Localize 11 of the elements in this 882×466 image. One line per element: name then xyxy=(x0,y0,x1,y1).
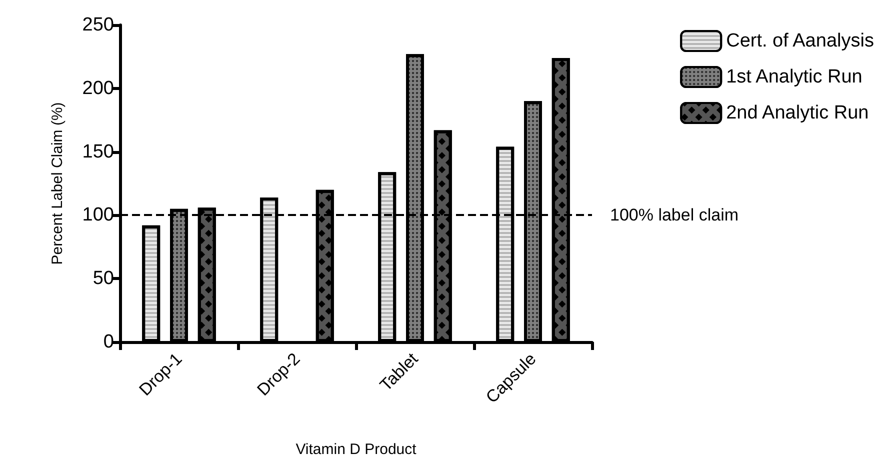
y-tick-label: 100 xyxy=(82,204,114,226)
y-tick-label: 150 xyxy=(82,141,114,162)
y-tick-label: 50 xyxy=(92,268,114,290)
x-axis-title: Vitamin D Product xyxy=(296,441,418,458)
legend-label: Cert. of Aanalysis xyxy=(726,30,874,52)
y-tick-label: 200 xyxy=(82,78,114,99)
legend-label: 2nd Analytic Run xyxy=(726,102,869,124)
legend-label: 1st Analytic Run xyxy=(726,66,862,88)
ref-line-label: 100% label claim xyxy=(610,206,739,225)
y-axis-title: Percent Label Claim (%) xyxy=(49,102,66,265)
y-tick-label: 250 xyxy=(82,14,114,36)
